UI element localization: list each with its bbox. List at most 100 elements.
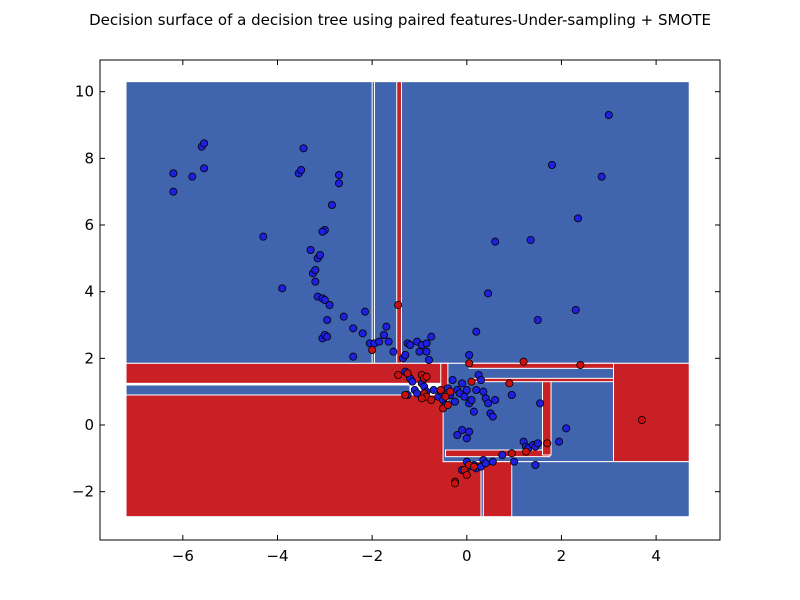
scatter-point-class-0 bbox=[379, 330, 388, 339]
decision-region-class-1 bbox=[471, 377, 615, 383]
scatter-point-class-0 bbox=[401, 350, 410, 359]
scatter-point-class-0 bbox=[320, 295, 329, 304]
scatter-point-class-0 bbox=[327, 200, 336, 209]
scatter-point-class-0 bbox=[526, 235, 535, 244]
x-axis-ticks: −6 −4 −2 0 2 4 bbox=[172, 60, 661, 565]
scatter-point-class-1 bbox=[467, 377, 476, 386]
scatter-point-class-0 bbox=[311, 277, 320, 286]
scatter-point-class-0 bbox=[429, 385, 438, 394]
scatter-point-class-0 bbox=[200, 139, 209, 148]
scatter-point-class-0 bbox=[481, 459, 490, 468]
scatter-point-class-0 bbox=[316, 250, 325, 259]
scatter-point-class-0 bbox=[510, 457, 519, 466]
scatter-point-class-0 bbox=[450, 397, 459, 406]
scatter-point-class-0 bbox=[375, 337, 384, 346]
scatter-point-class-0 bbox=[533, 315, 542, 324]
scatter-point-class-0 bbox=[453, 430, 462, 439]
scatter-point-class-0 bbox=[604, 111, 613, 120]
scatter-point-class-0 bbox=[491, 395, 500, 404]
scatter-point-class-0 bbox=[325, 300, 334, 309]
scatter-point-class-0 bbox=[349, 324, 358, 333]
scatter-point-class-0 bbox=[479, 387, 488, 396]
scatter-point-class-1 bbox=[401, 390, 410, 399]
scatter-point-class-0 bbox=[448, 375, 457, 384]
scatter-point-class-0 bbox=[498, 450, 507, 459]
scatter-point-class-0 bbox=[358, 329, 367, 338]
scatter-point-class-0 bbox=[382, 322, 391, 331]
scatter-point-class-0 bbox=[465, 350, 474, 359]
scatter-point-class-0 bbox=[476, 375, 485, 384]
y-tick-label: 8 bbox=[84, 149, 94, 167]
scatter-point-class-0 bbox=[469, 407, 478, 416]
scatter-point-class-0 bbox=[323, 315, 332, 324]
decision-region-class-1 bbox=[613, 362, 690, 463]
scatter-point-class-1 bbox=[519, 357, 528, 366]
x-tick-label: 2 bbox=[557, 547, 567, 565]
scatter-point-class-0 bbox=[188, 172, 197, 181]
scatter-point-class-0 bbox=[507, 390, 516, 399]
y-tick-label: 10 bbox=[75, 83, 94, 101]
scatter-point-class-0 bbox=[458, 425, 467, 434]
scatter-point-class-1 bbox=[450, 479, 459, 488]
scatter-point-class-0 bbox=[424, 355, 433, 364]
scatter-point-class-1 bbox=[443, 400, 452, 409]
scatter-point-class-0 bbox=[460, 392, 469, 401]
x-tick-label: 0 bbox=[462, 547, 472, 565]
scatter-point-class-0 bbox=[335, 170, 344, 179]
scatter-point-class-1 bbox=[441, 392, 450, 401]
y-tick-label: 0 bbox=[84, 416, 94, 434]
scatter-point-class-0 bbox=[361, 307, 370, 316]
x-tick-label: −6 bbox=[172, 547, 194, 565]
decision-region-class-1 bbox=[468, 362, 615, 369]
scatter-point-class-1 bbox=[543, 439, 552, 448]
scatter-point-class-1 bbox=[637, 415, 646, 424]
scatter-point-class-0 bbox=[422, 347, 431, 356]
scatter-point-class-0 bbox=[335, 179, 344, 188]
scatter-point-class-1 bbox=[507, 449, 516, 458]
scatter-point-class-1 bbox=[417, 394, 426, 403]
decision-region-class-1 bbox=[482, 461, 513, 518]
x-tick-label: −2 bbox=[361, 547, 383, 565]
chart-title: Decision surface of a decision tree usin… bbox=[89, 11, 711, 29]
scatter-point-class-0 bbox=[555, 437, 564, 446]
scatter-point-class-0 bbox=[169, 169, 178, 178]
scatter-point-class-0 bbox=[405, 340, 414, 349]
scatter-point-class-0 bbox=[562, 424, 571, 433]
decision-region-class-1 bbox=[125, 394, 482, 518]
y-tick-label: −2 bbox=[72, 483, 94, 501]
scatter-point-class-0 bbox=[297, 165, 306, 174]
scatter-point-class-1 bbox=[576, 360, 585, 369]
scatter-point-class-0 bbox=[531, 460, 540, 469]
scatter-point-class-0 bbox=[422, 339, 431, 348]
scatter-point-class-0 bbox=[278, 284, 287, 293]
scatter-point-class-0 bbox=[472, 327, 481, 336]
scatter-point-class-0 bbox=[465, 427, 474, 436]
scatter-point-class-0 bbox=[472, 385, 481, 394]
decision-region-class-0 bbox=[371, 81, 376, 364]
decision-regions bbox=[125, 81, 690, 518]
decision-region-class-0 bbox=[480, 461, 690, 518]
scatter-point-class-0 bbox=[318, 227, 327, 236]
scatter-point-class-0 bbox=[597, 172, 606, 181]
decision-region-class-0 bbox=[125, 81, 690, 364]
decision-region-class-0 bbox=[125, 384, 411, 396]
x-tick-label: −4 bbox=[266, 547, 288, 565]
scatter-point-class-0 bbox=[427, 332, 436, 341]
scatter-point-class-1 bbox=[403, 369, 412, 378]
scatter-point-class-1 bbox=[462, 470, 471, 479]
y-tick-label: 4 bbox=[84, 283, 94, 301]
scatter-point-class-0 bbox=[299, 144, 308, 153]
scatter-point-class-0 bbox=[169, 187, 178, 196]
scatter-point-class-1 bbox=[469, 462, 478, 471]
scatter-point-class-0 bbox=[484, 289, 493, 298]
scatter-point-class-0 bbox=[574, 214, 583, 223]
scatter-point-class-1 bbox=[505, 379, 514, 388]
scatter-point-class-0 bbox=[462, 385, 471, 394]
scatter-point-class-0 bbox=[462, 434, 471, 443]
scatter-point-class-0 bbox=[536, 399, 545, 408]
scatter-point-class-1 bbox=[521, 447, 530, 456]
scatter-point-class-0 bbox=[488, 412, 497, 421]
scatter-point-class-1 bbox=[446, 387, 455, 396]
scatter-point-class-0 bbox=[547, 160, 556, 169]
